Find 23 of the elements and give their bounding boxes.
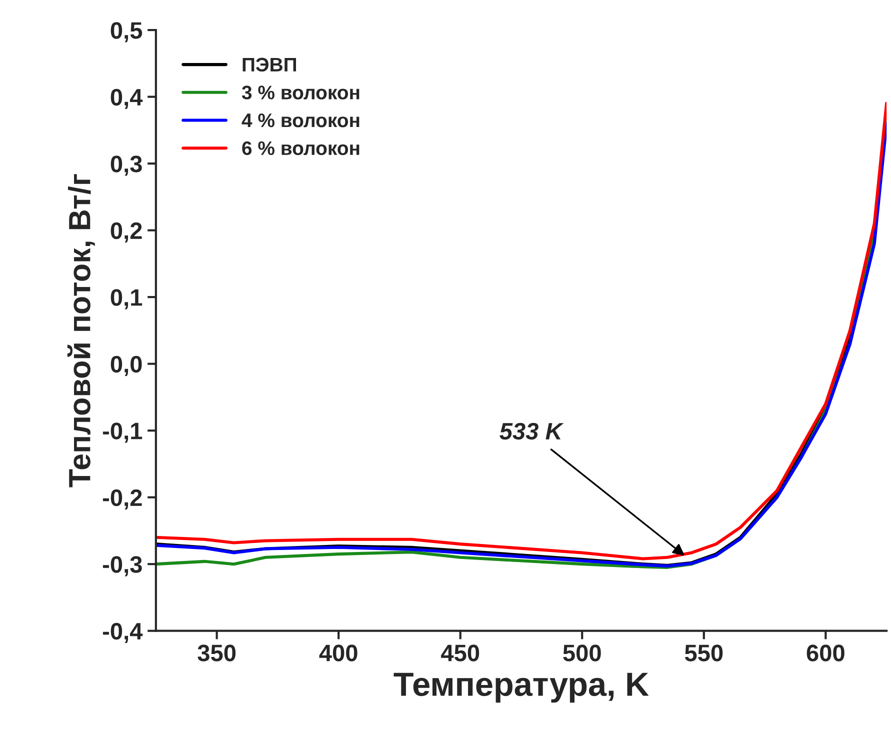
x-axis-title: Температура, K: [394, 672, 649, 703]
x-tick-label: 400: [319, 644, 358, 662]
legend-label: 6 % волокон: [242, 141, 360, 156]
y-axis-title: Тепловой поток, Вт/г: [67, 174, 95, 488]
y-tick-label: 0,1: [110, 289, 142, 310]
x-tick-label: 600: [806, 644, 844, 662]
x-tick-label: 450: [441, 644, 480, 662]
y-tick-label: 0,2: [110, 222, 142, 243]
y-tick-label: 0,4: [110, 88, 143, 110]
legend-label: 3 % волокон: [242, 86, 360, 100]
legend-label: 4 % волокон: [242, 114, 360, 128]
x-tick-label: 550: [684, 644, 723, 662]
legend-label: ПЭВП: [242, 58, 296, 72]
x-tick-label: 500: [563, 644, 601, 662]
x-tick-label: 350: [198, 644, 236, 662]
y-tick-label: -0,1: [102, 422, 142, 443]
y-tick-label: 0,3: [110, 156, 142, 176]
y-tick-label: -0,4: [102, 622, 143, 644]
y-tick-label: 0,5: [110, 22, 142, 42]
y-tick-label: -0,3: [102, 556, 142, 576]
y-tick-label: 0,0: [110, 356, 142, 376]
annotation: 533 K: [500, 422, 564, 440]
y-tick-label: -0,2: [102, 489, 142, 510]
